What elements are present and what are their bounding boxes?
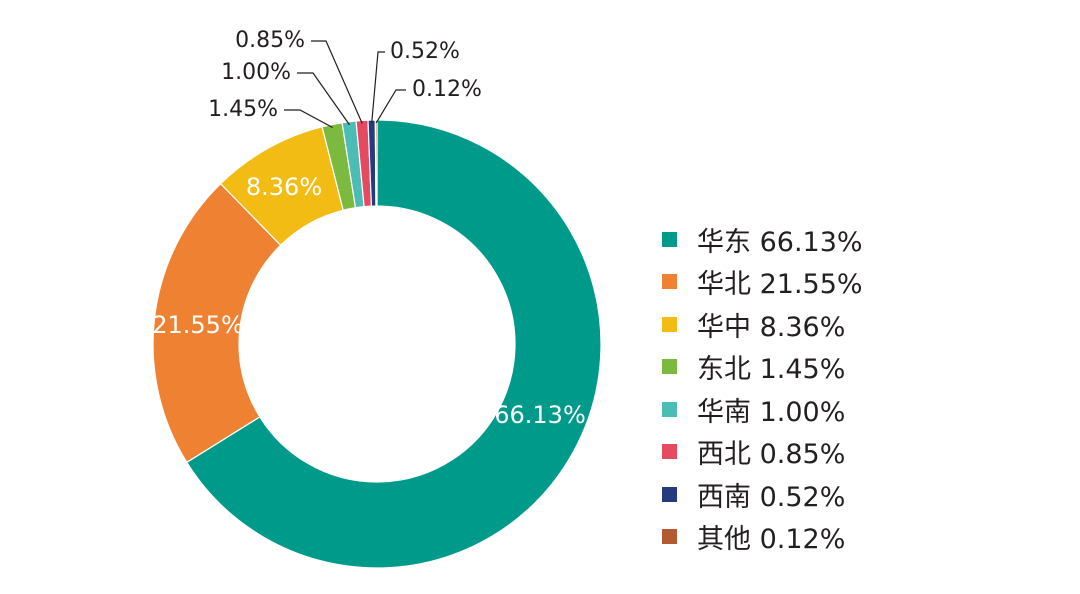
legend-item: 其他 0.12%	[662, 516, 863, 559]
legend-swatch	[662, 529, 677, 545]
legend-swatch	[662, 231, 677, 247]
legend-label: 华东 66.13%	[697, 226, 863, 258]
slice-value-label: 21.55%	[152, 311, 244, 339]
legend-label: 华南 1.00%	[697, 396, 846, 428]
callout-leader-line	[371, 51, 385, 124]
legend-swatch	[662, 444, 677, 460]
legend-swatch	[662, 486, 677, 502]
legend-item: 华东 66.13%	[662, 218, 863, 261]
callout-leader-line	[284, 109, 333, 129]
legend-item: 华中 8.36%	[662, 303, 863, 346]
slice-value-label: 0.52%	[390, 39, 460, 64]
donut-slice	[152, 182, 282, 464]
callout-leader-line	[311, 40, 363, 124]
legend-item: 西南 0.52%	[662, 473, 863, 516]
slice-value-label: 1.00%	[221, 60, 291, 85]
slice-value-label: 1.45%	[208, 97, 278, 122]
legend-label: 华中 8.36%	[697, 311, 846, 343]
legend-label: 东北 1.45%	[697, 354, 846, 386]
legend-swatch	[662, 401, 677, 417]
legend-item: 西北 0.85%	[662, 431, 863, 474]
slice-value-label: 66.13%	[494, 401, 586, 429]
slice-value-label: 0.85%	[235, 28, 305, 53]
legend-item: 东北 1.45%	[662, 346, 863, 389]
slice-value-label: 0.12%	[412, 77, 482, 102]
callout-leader-line	[297, 72, 350, 126]
legend-item: 华南 1.00%	[662, 388, 863, 431]
legend-label: 西南 0.52%	[697, 481, 846, 513]
callout-leader-line	[375, 89, 406, 124]
chart-legend: 华东 66.13% 华北 21.55% 华中 8.36% 东北 1.45% 华南…	[662, 218, 863, 558]
legend-swatch	[662, 274, 677, 290]
legend-swatch	[662, 316, 677, 332]
legend-swatch	[662, 359, 677, 375]
legend-label: 华北 21.55%	[697, 269, 863, 301]
slice-value-label: 8.36%	[246, 173, 322, 201]
donut-slice	[185, 119, 602, 569]
legend-item: 华北 21.55%	[662, 261, 863, 304]
donut-slice	[374, 119, 378, 207]
legend-label: 西北 0.85%	[697, 439, 846, 471]
legend-label: 其他 0.12%	[697, 524, 846, 556]
